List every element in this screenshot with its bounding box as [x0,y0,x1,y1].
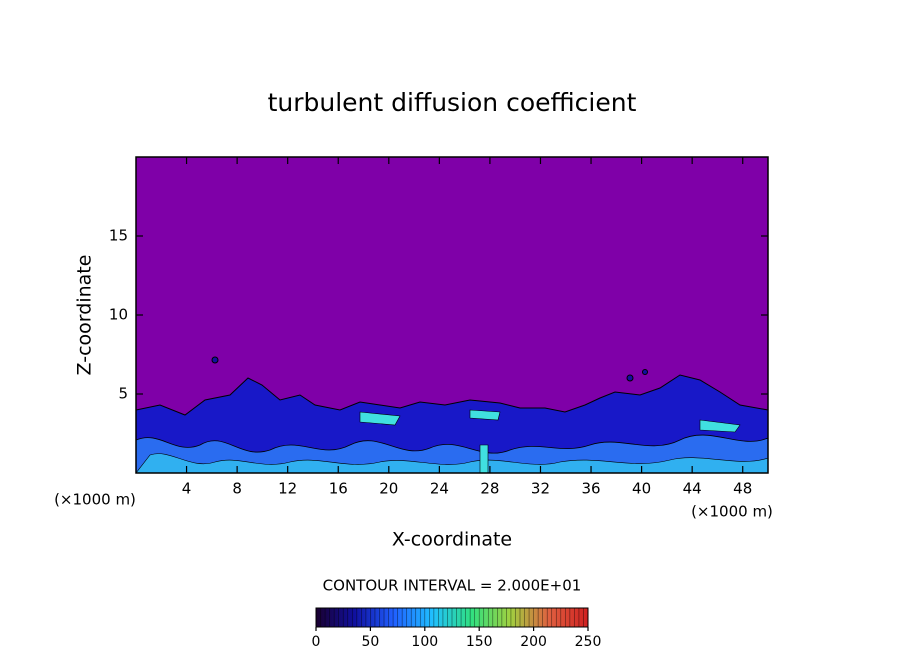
x-axis-label: X-coordinate [392,529,512,551]
x-tick-label: 48 [733,480,752,498]
x-tick-label: 40 [632,480,651,498]
x-tick-label: 12 [278,480,297,498]
x-tick-label: 4 [182,480,192,498]
x-tick-label: 8 [232,480,242,498]
x-tick-label: 36 [581,480,600,498]
x-tick-label: 28 [480,480,499,498]
colorbar-tick-label: 250 [575,634,602,650]
x-tick-label: 32 [531,480,550,498]
contour-label: CONTOUR INTERVAL = 2.000E+01 [323,577,582,595]
colorbar-tick-label: 150 [466,634,493,650]
y-unit: (×1000 m) [54,491,136,509]
colorbar-tick-label: 100 [411,634,438,650]
y-axis-label: Z-coordinate [74,255,96,376]
x-tick-label: 44 [683,480,702,498]
chart-title: turbulent diffusion coefficient [268,88,637,117]
x-tick-label: 16 [329,480,348,498]
y-tick-label: 15 [109,227,128,245]
y-tick-label: 5 [118,385,128,403]
colorbar-tick-label: 0 [312,634,321,650]
x-tick-label: 24 [430,480,449,498]
contour-field [136,157,768,473]
x-unit: (×1000 m) [691,503,773,521]
y-tick-label: 10 [109,306,128,324]
x-tick-label: 20 [379,480,398,498]
colorbar-tick-label: 200 [520,634,547,650]
colorbar-tick-label: 50 [361,634,379,650]
